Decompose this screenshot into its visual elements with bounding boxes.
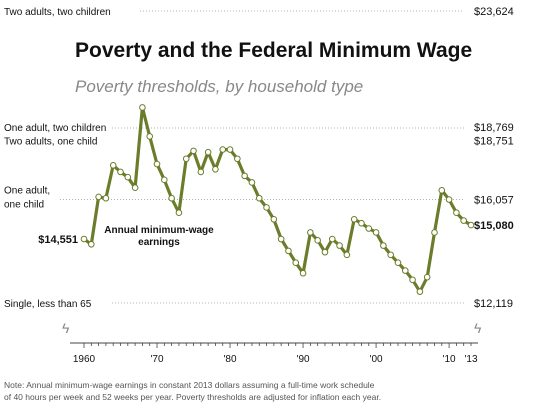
data-point [314,237,321,244]
data-point [102,194,110,202]
data-point [431,229,438,236]
x-tick-label: '80 [224,354,237,365]
data-point [336,242,343,249]
threshold-value: $23,624 [474,6,514,18]
threshold-value: $12,119 [474,298,513,310]
data-point [285,247,292,255]
data-point [416,288,424,295]
threshold-label: One adult, [4,185,50,196]
data-point [204,148,212,156]
data-point [182,155,190,163]
threshold-label-line2: one child [4,199,44,210]
data-point [365,225,373,232]
x-tick-label: 1960 [73,354,96,365]
data-point [190,147,197,155]
x-tick-label: '70 [150,354,163,365]
data-point [226,146,234,153]
data-point [321,248,329,256]
data-point [124,173,132,181]
data-point [139,104,146,111]
data-point [467,221,475,229]
data-point [460,217,467,224]
data-point [263,204,270,211]
chart-subtitle: Poverty thresholds, by household type [75,77,363,96]
data-point [80,235,88,243]
data-point [197,168,205,176]
x-tick-label: '00 [370,354,383,365]
axis-break-icon: ϟ [474,320,482,336]
series-annotation: Annual minimum-wage [104,225,214,236]
data-point [372,229,380,236]
data-point [146,133,154,140]
data-point [292,259,300,267]
end-value-label: $15,080 [474,220,514,232]
threshold-label: Two adults, one child [4,136,97,147]
threshold-value: $16,057 [474,194,514,206]
data-point [358,219,365,227]
threshold-value: $18,769 [474,122,514,134]
data-point [270,215,278,223]
data-point [95,193,102,201]
data-point [131,184,139,192]
chart-note-line2: of 40 hours per week and 52 weeks per ye… [4,392,381,402]
chart-note: Note: Annual minimum-wage earnings in co… [4,380,375,390]
data-point [307,229,314,236]
data-point [409,276,416,284]
data-point [117,168,124,176]
series-line [83,105,472,294]
data-point [88,240,95,248]
data-point [255,194,263,202]
data-point [401,267,409,274]
data-point [153,160,161,168]
threshold-label: Two adults, two children [4,7,111,18]
chart-title: Poverty and the Federal Minimum Wage [75,39,472,62]
series-annotation-line2: earnings [138,237,180,248]
x-tick-label: '13 [464,354,477,365]
data-point [212,165,219,173]
data-point [453,209,460,217]
data-point [299,269,307,277]
start-value-label: $14,551 [38,234,78,246]
data-point [343,251,351,259]
data-point [219,146,227,153]
data-point [175,209,183,217]
data-point [350,215,358,223]
data-point [248,179,256,186]
threshold-label: One adult, two children [4,123,106,134]
x-tick-label: '10 [443,354,456,365]
data-point [168,194,175,202]
data-point [380,242,387,249]
data-point [438,187,446,194]
data-point [387,251,394,259]
data-point [241,172,248,180]
data-point [423,273,431,281]
threshold-value: $18,751 [474,135,514,147]
data-point [328,235,336,243]
data-point [277,235,285,243]
data-point [234,155,241,163]
data-point [109,162,117,169]
data-point [445,196,453,203]
data-point [161,176,168,184]
axis-break-icon: ϟ [62,320,70,336]
data-point [394,259,402,267]
x-tick-label: '90 [297,354,310,365]
threshold-label: Single, less than 65 [4,299,92,310]
